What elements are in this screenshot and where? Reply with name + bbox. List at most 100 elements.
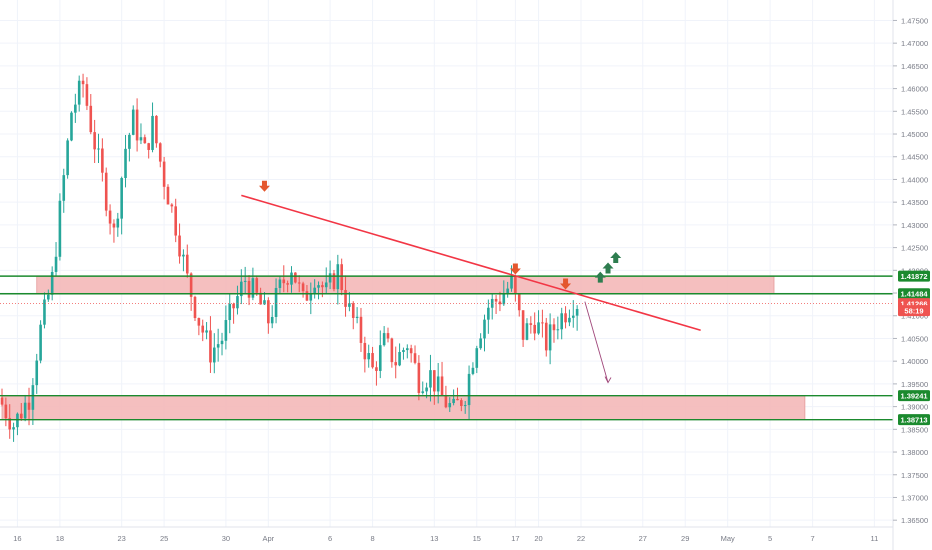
- candle-100: [386, 327, 390, 343]
- price-label-1: 1.41484: [898, 288, 930, 300]
- candle-146: [564, 306, 567, 329]
- candle-32: [124, 134, 127, 188]
- candle-126: [487, 299, 490, 334]
- candle-85: [328, 260, 332, 290]
- candle-30: [116, 212, 120, 237]
- candle-131: [506, 281, 509, 298]
- candle-0: [0, 388, 4, 407]
- candle-29: [112, 219, 116, 243]
- zone-0[interactable]: [36, 275, 775, 295]
- price-tick-label-16: 1.39500: [901, 380, 928, 389]
- candle-81: [313, 279, 316, 299]
- candle-120: [463, 400, 467, 414]
- candle-111: [429, 354, 432, 402]
- time-axis[interactable]: 16 18 23 25 30 Apr 6 8 13 15 17 20 22 27 29 May 5 7 11: [0, 526, 893, 543]
- candle-77: [297, 275, 301, 293]
- candle-34: [131, 105, 135, 136]
- price-tick-label-15: 1.40000: [901, 357, 928, 366]
- up-arrow-marker-0[interactable]: [594, 271, 606, 283]
- price-tick-label-6: 1.44500: [901, 153, 928, 162]
- candle-94: [363, 336, 367, 373]
- candle-21: [81, 73, 85, 98]
- candle-88: [340, 258, 343, 296]
- candle-121: [467, 365, 471, 421]
- candle-103: [398, 343, 401, 367]
- candle-73: [282, 265, 286, 293]
- projection-arrow[interactable]: [584, 301, 612, 384]
- up-arrow-marker-2[interactable]: [610, 252, 622, 264]
- candle-129: [498, 291, 502, 312]
- time-tick-label-7: 8: [370, 534, 374, 543]
- candle-136: [525, 318, 529, 341]
- candle-64: [247, 275, 251, 306]
- candle-78: [301, 281, 305, 298]
- price-label-5: 1.38713: [898, 414, 930, 426]
- candle-41: [158, 142, 162, 168]
- trendline[interactable]: [241, 194, 701, 332]
- down-arrow-marker-0[interactable]: [258, 180, 270, 192]
- candle-107: [413, 345, 417, 365]
- time-tick-label-14: 29: [681, 534, 689, 543]
- candle-8: [31, 378, 35, 425]
- candle-80: [309, 282, 313, 315]
- time-tick-label-2: 23: [117, 534, 125, 543]
- candle-15: [58, 193, 62, 261]
- candle-2: [8, 404, 12, 439]
- candle-17: [66, 138, 69, 179]
- candle-48: [185, 244, 189, 278]
- price-tick-label-0: 1.47500: [901, 16, 928, 25]
- candle-135: [521, 310, 525, 347]
- candle-35: [135, 98, 139, 152]
- candle-42: [162, 156, 166, 200]
- price-tick-label-8: 1.43500: [901, 198, 928, 207]
- candle-96: [371, 346, 374, 369]
- down-arrow-marker-1[interactable]: [509, 263, 521, 275]
- candle-133: [514, 274, 517, 302]
- candle-19: [74, 93, 77, 123]
- candle-109: [421, 381, 425, 395]
- svg-text:1.41484: 1.41484: [900, 290, 928, 299]
- candle-148: [571, 300, 575, 328]
- time-tick-label-15: May: [721, 534, 735, 543]
- candle-36: [139, 123, 143, 145]
- candle-139: [537, 310, 540, 335]
- candle-79: [305, 285, 309, 302]
- candle-76: [294, 272, 297, 284]
- time-tick-label-3: 25: [160, 534, 168, 543]
- down-arrow-marker-2[interactable]: [560, 278, 572, 290]
- candle-61: [236, 285, 239, 315]
- candle-53: [205, 322, 208, 340]
- candle-95: [367, 344, 370, 368]
- candle-51: [197, 317, 201, 336]
- candle-44: [170, 203, 174, 213]
- candle-114: [440, 361, 444, 396]
- candle-119: [460, 398, 463, 412]
- candle-83: [321, 281, 324, 298]
- candle-128: [494, 294, 498, 314]
- time-tick-label-9: 15: [473, 534, 481, 543]
- candle-20: [77, 75, 81, 112]
- candle-1: [4, 397, 8, 427]
- price-tick-label-20: 1.37500: [901, 471, 928, 480]
- candle-66: [255, 275, 259, 296]
- candle-99: [382, 326, 386, 347]
- candle-37: [143, 134, 147, 144]
- price-tick-label-19: 1.38000: [901, 448, 928, 457]
- time-tick-label-0: 16: [13, 534, 21, 543]
- candle-72: [278, 276, 282, 294]
- candle-67: [259, 287, 262, 305]
- candle-93: [359, 307, 363, 352]
- candle-45: [174, 198, 177, 243]
- candle-82: [317, 281, 320, 300]
- zone-1[interactable]: [1, 395, 806, 421]
- candle-138: [533, 312, 536, 341]
- up-arrow-marker-1[interactable]: [602, 262, 614, 274]
- price-tick-label-4: 1.45500: [901, 107, 928, 116]
- candle-98: [378, 330, 382, 379]
- price-tick-label-17: 1.39000: [901, 403, 928, 412]
- time-tick-label-11: 20: [534, 534, 542, 543]
- candle-6: [23, 394, 27, 422]
- price-tick-label-5: 1.45000: [901, 130, 928, 139]
- time-tick-label-5: Apr: [263, 534, 275, 543]
